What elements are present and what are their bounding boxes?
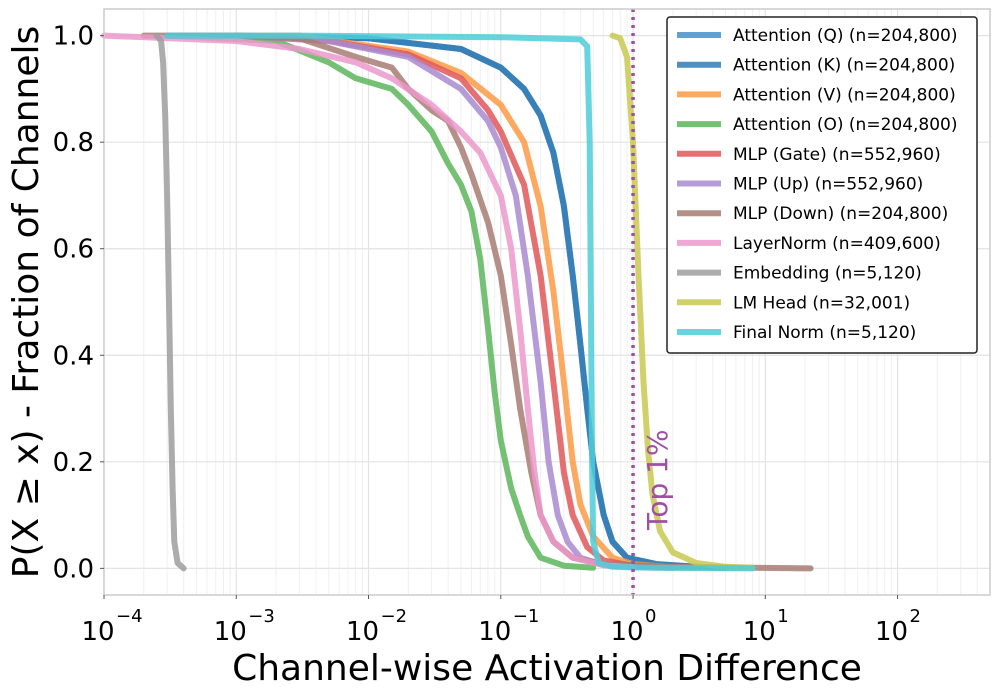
x-tick-exponent: −2 bbox=[381, 606, 408, 627]
grid-minor bbox=[143, 9, 991, 595]
legend-label: Attention (K) (n=204,800) bbox=[733, 56, 955, 76]
legend-label: Final Norm (n=5,120) bbox=[733, 323, 916, 343]
y-tick-label: 0.0 bbox=[53, 554, 94, 584]
y-tick-label: 1.0 bbox=[53, 22, 94, 52]
series-lines bbox=[101, 32, 814, 572]
threshold-label: Top 1% bbox=[641, 429, 674, 531]
series-line bbox=[164, 32, 597, 571]
y-axis-label: P(X ≥ x) - Fraction of Channels bbox=[6, 26, 47, 579]
legend-box bbox=[666, 16, 978, 354]
legend-label: MLP (Down) (n=204,800) bbox=[733, 204, 948, 224]
x-tick-label: 10 bbox=[214, 617, 247, 647]
y-tick-label: 0.6 bbox=[53, 235, 94, 265]
legend-label: Embedding (n=5,120) bbox=[733, 264, 922, 284]
legend-label: LM Head (n=32,001) bbox=[733, 293, 910, 313]
legend-label: Attention (Q) (n=204,800) bbox=[733, 26, 958, 46]
y-tick-label: 0.2 bbox=[53, 448, 94, 478]
series-line bbox=[153, 32, 187, 572]
x-tick-label: 10 bbox=[81, 617, 114, 647]
x-tick-label: 10 bbox=[346, 617, 379, 647]
legend-label: Attention (O) (n=204,800) bbox=[733, 115, 958, 135]
series-line bbox=[609, 32, 756, 571]
x-tick-exponent: 0 bbox=[645, 606, 656, 627]
series-line bbox=[101, 32, 636, 571]
x-tick-exponent: 1 bbox=[777, 606, 788, 627]
legend-label: MLP (Up) (n=552,960) bbox=[733, 175, 923, 195]
legend-label: LayerNorm (n=409,600) bbox=[733, 234, 941, 254]
legend-label: MLP (Gate) (n=552,960) bbox=[733, 145, 941, 165]
y-tick-label: 0.8 bbox=[53, 128, 94, 158]
legend: Attention (Q) (n=204,800) Attention (K) (… bbox=[666, 16, 978, 354]
y-tick-label: 0.4 bbox=[53, 341, 94, 371]
x-tick-exponent: −3 bbox=[248, 606, 275, 627]
x-tick-label: 10 bbox=[610, 617, 643, 647]
plot-frame bbox=[103, 8, 991, 596]
series-line bbox=[233, 32, 729, 571]
x-tick-label: 10 bbox=[875, 617, 908, 647]
x-tick-label: 10 bbox=[478, 617, 511, 647]
series-line bbox=[164, 32, 756, 572]
x-tick-exponent: 2 bbox=[910, 606, 921, 627]
x-tick-exponent: −4 bbox=[116, 606, 143, 627]
x-tick-label: 10 bbox=[743, 617, 776, 647]
legend-label: Attention (V) (n=204,800) bbox=[733, 85, 956, 105]
x-tick-exponent: −1 bbox=[513, 606, 540, 627]
y-axis-ticks: 0.0 0.2 0.4 0.6 0.8 1.0 bbox=[53, 22, 104, 584]
x-axis-label: Channel-wise Activation Difference bbox=[232, 648, 862, 689]
